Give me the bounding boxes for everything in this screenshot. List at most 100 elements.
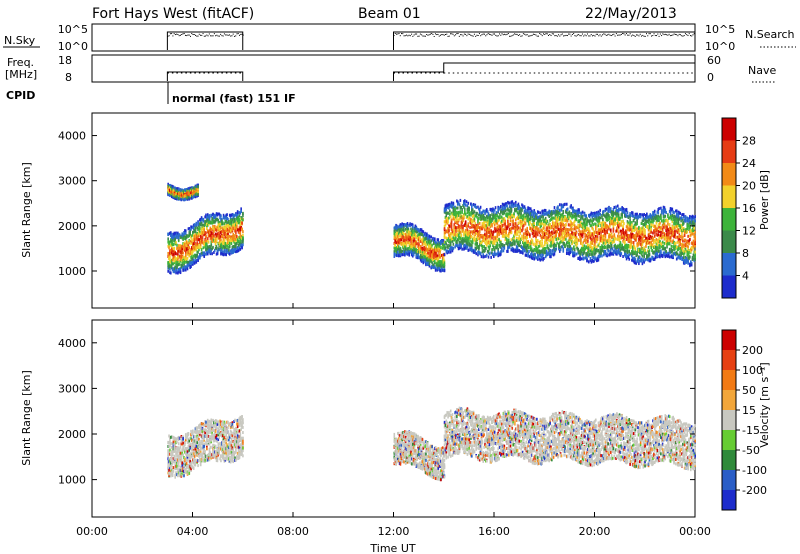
scatter-cell xyxy=(450,227,453,231)
scatter-cell xyxy=(485,216,487,220)
scatter-cell xyxy=(534,232,536,236)
scatter-cell xyxy=(182,268,184,272)
scatter-cell xyxy=(189,195,191,199)
scatter-cell xyxy=(236,228,239,232)
scatter-cell xyxy=(495,235,498,239)
scatter-cell xyxy=(421,248,424,252)
scatter-cell xyxy=(500,242,503,246)
scatter-cell xyxy=(523,235,526,239)
scatter-cell xyxy=(501,202,504,206)
nsearch-dot xyxy=(428,34,430,36)
scatter-cell xyxy=(181,255,184,259)
scatter-cell xyxy=(205,248,207,252)
nsearch-tick-top: 10^5 xyxy=(705,23,735,36)
scatter-cell xyxy=(199,253,201,257)
nsearch-dot xyxy=(231,35,233,37)
scatter-cell xyxy=(506,238,508,242)
scatter-cell xyxy=(535,237,537,241)
scatter-cell xyxy=(211,219,213,223)
scatter-cell xyxy=(506,241,508,245)
scatter-cell xyxy=(222,237,225,241)
scatter-cell xyxy=(521,251,523,255)
scatter-cell xyxy=(167,269,169,273)
scatter-cell xyxy=(456,221,458,225)
nsearch-dot xyxy=(521,35,523,37)
scatter-cell xyxy=(558,227,560,231)
scatter-cell xyxy=(529,216,532,220)
scatter-cell xyxy=(491,217,493,221)
scatter-cell xyxy=(197,242,199,246)
scatter-cell xyxy=(443,261,446,265)
scatter-cell xyxy=(499,206,501,210)
scatter-cell xyxy=(449,205,451,209)
scatter-cell xyxy=(494,215,497,219)
scatter-cell xyxy=(579,214,581,218)
scatter-cell xyxy=(483,224,485,228)
scatter-cell xyxy=(559,248,562,252)
scatter-cell xyxy=(399,232,402,236)
scatter-cell xyxy=(241,221,243,225)
scatter-cell xyxy=(440,247,442,251)
nsearch-dot xyxy=(488,33,490,35)
scatter-cell xyxy=(233,220,235,224)
scatter-cell xyxy=(409,231,411,235)
scatter-cell xyxy=(508,205,511,209)
scatter-cell xyxy=(468,242,470,246)
nsearch-dot xyxy=(186,35,188,37)
scatter-cell xyxy=(453,223,456,227)
scatter-cell xyxy=(454,207,456,211)
scatter-cell xyxy=(453,226,456,230)
scatter-cell xyxy=(417,238,419,242)
scatter-cell xyxy=(471,203,473,207)
scatter-cell xyxy=(426,236,428,240)
scatter-cell xyxy=(170,249,173,253)
scatter-cell xyxy=(213,220,215,224)
scatter-cell xyxy=(212,234,214,238)
scatter-cell xyxy=(170,239,173,243)
scatter-cell xyxy=(505,204,507,208)
scatter-cell xyxy=(434,268,437,272)
scatter-cell xyxy=(502,245,505,249)
scatter-cell xyxy=(198,248,200,252)
scatter-cell xyxy=(206,213,209,217)
scatter-cell xyxy=(455,235,457,239)
scatter-cell xyxy=(228,226,231,230)
scatter-cell xyxy=(168,242,170,246)
scatter-cell xyxy=(441,242,444,246)
scatter-cell xyxy=(172,232,175,236)
scatter-cell xyxy=(461,227,463,231)
scatter-cell xyxy=(400,249,403,253)
scatter-cell xyxy=(477,253,479,257)
scatter-cell xyxy=(231,237,234,241)
scatter-cell xyxy=(494,218,497,222)
nsearch-dot xyxy=(578,34,580,36)
scatter-cell xyxy=(447,217,449,221)
scatter-cell xyxy=(419,228,422,232)
scatter-cell xyxy=(494,253,497,257)
nsearch-dot xyxy=(210,35,212,37)
scatter-cell xyxy=(414,227,417,231)
scatter-cell xyxy=(456,233,458,237)
nsearch-dot xyxy=(642,34,644,36)
scatter-cell xyxy=(485,227,488,231)
scatter-cell xyxy=(449,238,452,242)
scatter-cell xyxy=(397,238,400,242)
scatter-cell xyxy=(195,260,198,264)
scatter-cell xyxy=(485,218,487,222)
scatter-cell xyxy=(170,243,172,247)
scatter-cell xyxy=(202,251,205,255)
scatter-cell xyxy=(202,219,205,223)
scatter-cell xyxy=(511,246,514,250)
scatter-cell xyxy=(192,192,195,196)
scatter-cell xyxy=(430,239,433,243)
scatter-cell xyxy=(467,209,470,213)
scatter-cell xyxy=(172,262,175,266)
nsearch-dot xyxy=(549,34,551,36)
nsearch-dot xyxy=(603,33,605,35)
scatter-cell xyxy=(413,246,416,250)
scatter-cell xyxy=(457,225,460,229)
scatter-cell xyxy=(188,249,191,253)
scatter-cell xyxy=(459,210,462,214)
scatter-cell xyxy=(436,266,439,270)
scatter-cell xyxy=(393,250,396,254)
